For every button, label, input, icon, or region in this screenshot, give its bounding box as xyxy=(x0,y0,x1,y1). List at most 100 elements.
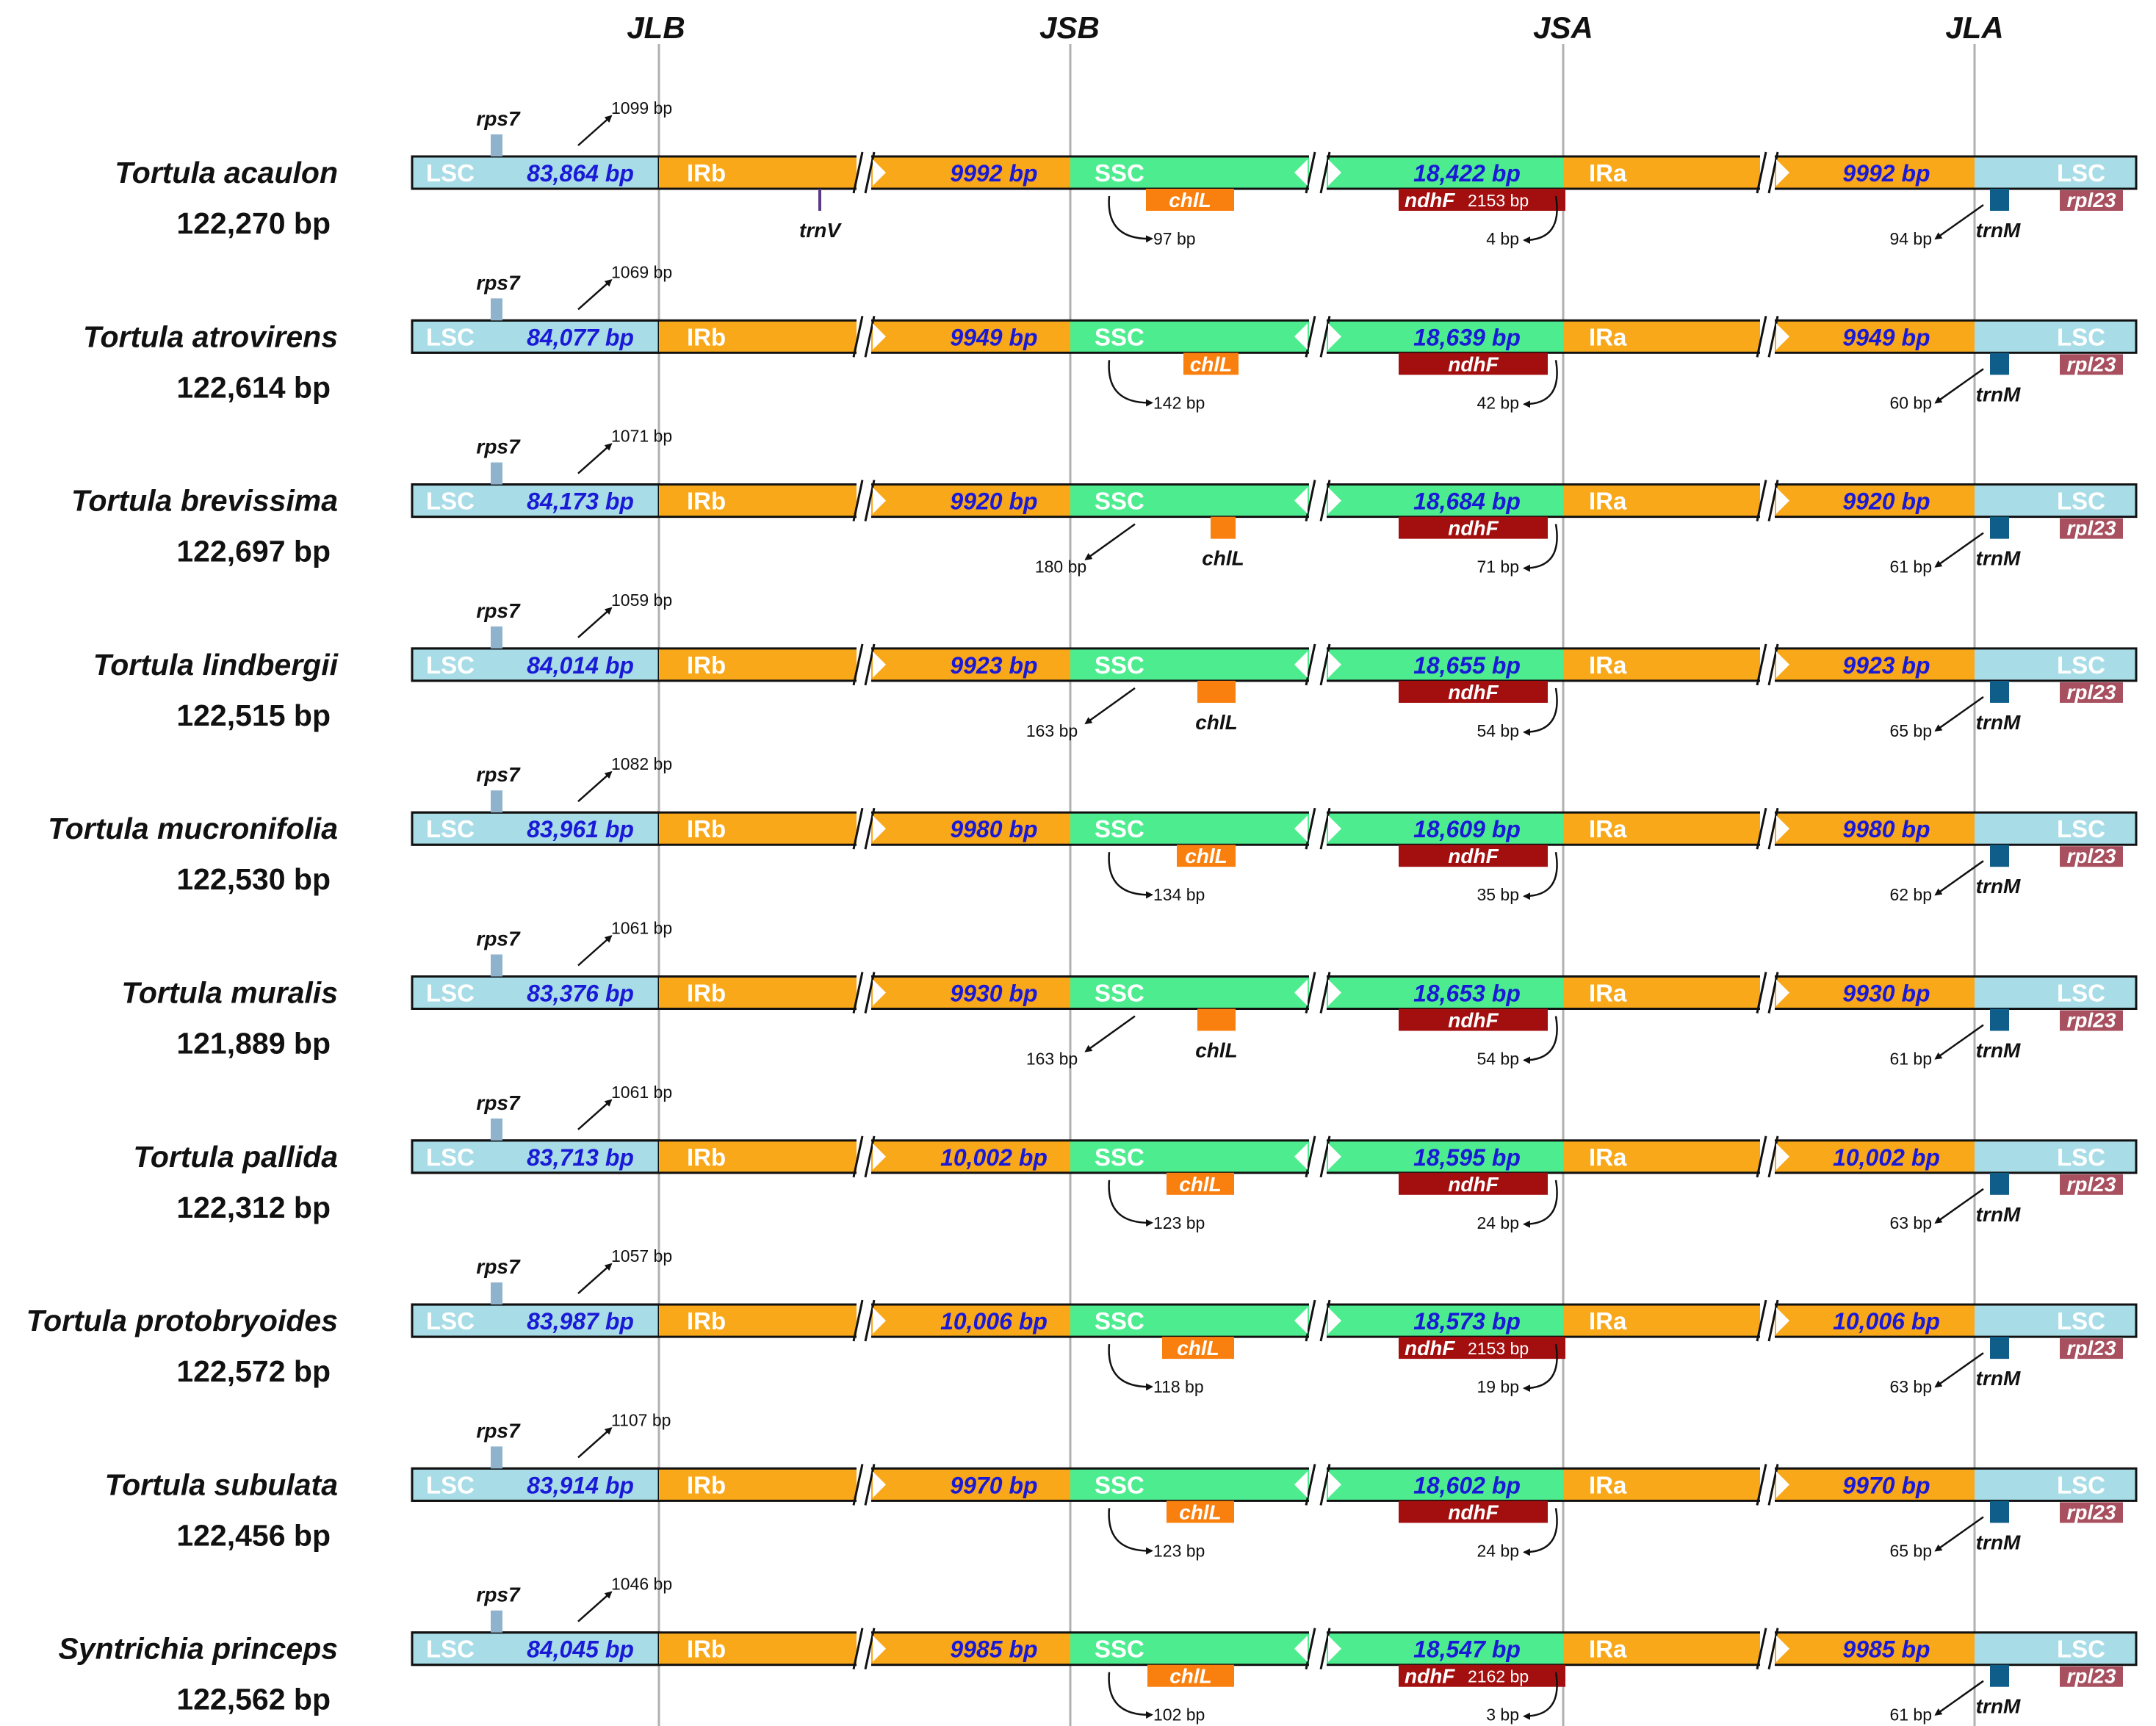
irb-label: IRb xyxy=(687,159,726,187)
ndhf-gene xyxy=(1399,516,1548,539)
break-gap xyxy=(1309,975,1327,1011)
rps7-gene xyxy=(491,134,502,156)
lsc-length: 84,077 bp xyxy=(527,324,634,350)
ndhf-arrow xyxy=(1523,1672,1558,1720)
break-triangle xyxy=(1328,323,1341,350)
rps7-distance: 1059 bp xyxy=(611,591,672,610)
break-triangle xyxy=(1294,159,1308,186)
lsc-label-end: LSC xyxy=(2057,980,2105,1007)
break-triangle xyxy=(1776,159,1789,186)
irb-segment xyxy=(659,156,857,189)
break-slash xyxy=(1756,315,1767,358)
rps7-gene xyxy=(491,462,502,485)
ssc-label: SSC xyxy=(1095,651,1144,679)
irb-length: 9920 bp xyxy=(950,488,1037,515)
ndhf-distance: 24 bp xyxy=(1477,1213,1519,1232)
ssc-length: 18,639 bp xyxy=(1413,324,1521,350)
rps7-distance: 1046 bp xyxy=(611,1575,672,1594)
break-slash xyxy=(852,315,864,358)
break-slash xyxy=(864,972,876,1014)
chll-gene xyxy=(1197,680,1236,703)
ndhf-gene xyxy=(1399,1664,1565,1687)
rpl23-gene xyxy=(2060,354,2123,375)
genome-size: 122,562 bp xyxy=(176,1683,331,1716)
chll-label: chlL xyxy=(1202,547,1244,570)
trnm-arrow xyxy=(1934,532,1984,568)
break-slash xyxy=(1756,151,1767,194)
trnm-gene xyxy=(1990,1501,2009,1523)
irb-segment-continued xyxy=(871,1304,1070,1337)
ira-segment-continued xyxy=(1775,1140,1975,1173)
break-slash xyxy=(864,1628,876,1670)
rps7-distance: 1061 bp xyxy=(611,919,672,938)
irb-label: IRb xyxy=(687,1144,726,1171)
rpl23-label: rpl23 xyxy=(2067,1337,2116,1360)
trnm-distance: 63 bp xyxy=(1889,1377,1932,1396)
trnm-arrow xyxy=(1934,1024,1984,1060)
ndhf-label: ndhF xyxy=(1448,681,1499,704)
rps7-arrow xyxy=(577,443,613,474)
lsc-segment-end xyxy=(1975,648,2136,681)
rps7-gene xyxy=(491,954,502,977)
trnm-gene xyxy=(1990,1172,2009,1195)
break-triangle xyxy=(1776,651,1789,678)
irb-segment-continued xyxy=(871,648,1070,681)
rps7-label: rps7 xyxy=(476,107,521,130)
break-triangle xyxy=(873,1471,886,1498)
genome-size: 122,456 bp xyxy=(176,1518,331,1552)
lsc-length: 83,987 bp xyxy=(527,1308,634,1335)
lsc-label-end: LSC xyxy=(2057,815,2105,842)
lsc-segment xyxy=(411,155,660,190)
ndhf-arrow xyxy=(1523,1508,1558,1556)
break-slash xyxy=(864,643,876,686)
break-triangle xyxy=(1328,159,1341,186)
ssc-label: SSC xyxy=(1095,1471,1144,1498)
ssc-segment-continued xyxy=(1327,1140,1563,1173)
rpl23-gene xyxy=(2060,682,2123,703)
ndhf-arrow xyxy=(1523,360,1558,408)
rps7-arrow xyxy=(577,607,613,638)
irb-segment xyxy=(659,648,857,681)
irb-length: 9992 bp xyxy=(950,160,1037,187)
ira-label: IRa xyxy=(1589,323,1627,350)
rpl23-gene xyxy=(2060,1666,2123,1687)
ssc-label: SSC xyxy=(1095,1307,1144,1335)
ndhf-distance: 54 bp xyxy=(1477,721,1519,740)
chll-label: chlL xyxy=(1177,1337,1219,1360)
ira-segment-continued xyxy=(1775,1304,1975,1337)
irb-length: 10,002 bp xyxy=(940,1144,1048,1171)
chll-distance: 163 bp xyxy=(1026,1050,1078,1069)
ndhf-gene xyxy=(1399,1501,1548,1523)
break-slash xyxy=(1756,972,1767,1014)
lsc-label: LSC xyxy=(426,488,475,515)
species-name: Tortula lindbergii xyxy=(93,648,339,682)
ndhf-length: 2162 bp xyxy=(1468,1667,1529,1686)
trnm-gene xyxy=(1990,1008,2009,1031)
ndhf-gene xyxy=(1399,1008,1548,1031)
break-slash xyxy=(1756,1628,1767,1670)
ndhf-arrow xyxy=(1523,687,1558,736)
irb-length: 10,006 bp xyxy=(940,1308,1048,1335)
species-row: Tortula subulata 122,456 bp LSC IRb SSC IRa LS… xyxy=(105,1410,2138,1560)
chll-arrow xyxy=(1108,852,1153,899)
rps7-gene xyxy=(491,1610,502,1633)
break-slash xyxy=(864,151,876,194)
break-triangle xyxy=(1776,323,1789,350)
irb-label: IRb xyxy=(687,980,726,1007)
ira-segment xyxy=(1563,648,1760,681)
break-triangle xyxy=(1294,1471,1308,1498)
irb-length: 9949 bp xyxy=(950,324,1037,350)
ssc-label: SSC xyxy=(1095,159,1144,187)
lsc-label: LSC xyxy=(426,1144,475,1171)
break-triangle xyxy=(1294,1635,1308,1662)
lsc-label: LSC xyxy=(426,1636,475,1663)
lsc-label-end: LSC xyxy=(2057,323,2105,350)
rps7-label: rps7 xyxy=(476,1255,521,1278)
ira-segment-continued xyxy=(1775,1632,1975,1665)
ira-label: IRa xyxy=(1589,651,1627,679)
trnm-arrow xyxy=(1934,368,1984,404)
rps7-arrow xyxy=(577,935,613,967)
rps7-arrow xyxy=(577,278,613,311)
break-slash xyxy=(1756,807,1767,850)
chll-gene xyxy=(1167,1501,1234,1523)
